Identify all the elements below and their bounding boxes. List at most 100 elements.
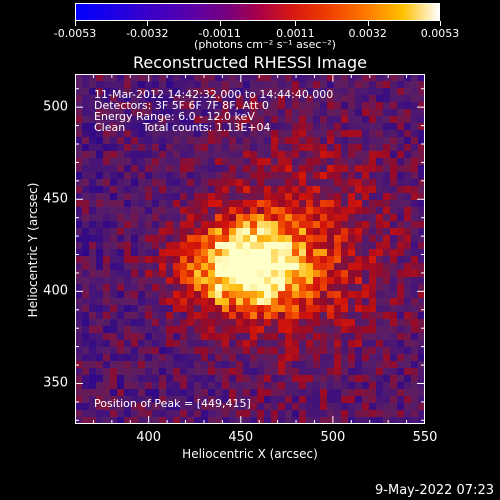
heatmap-cell [222,382,230,390]
heatmap-cell [173,347,181,355]
heatmap-cell [306,340,314,348]
heatmap-cell [229,389,237,397]
heatmap-cell [250,375,258,383]
heatmap-cell [418,368,425,376]
heatmap-cell [180,102,188,110]
heatmap-cell [110,116,118,124]
heatmap-cell [285,228,293,236]
heatmap-cell [194,109,202,117]
heatmap-cell [334,284,342,292]
heatmap-cell [229,102,237,110]
heatmap-cell [194,123,202,131]
heatmap-cell [229,221,237,229]
heatmap-cell [96,298,104,306]
heatmap-cell [348,375,356,383]
heatmap-cell [327,172,335,180]
heatmap-cell [404,417,412,424]
heatmap-cell [313,144,321,152]
heatmap-cell [285,354,293,362]
heatmap-cell [152,368,160,376]
heatmap-cell [369,396,377,404]
heatmap-cell [103,200,111,208]
heatmap-cell [159,305,167,313]
heatmap-cell [110,291,118,299]
heatmap-cell [229,116,237,124]
heatmap-cell [229,193,237,201]
heatmap-cell [243,95,251,103]
heatmap-cell [194,319,202,327]
heatmap-cell [124,347,132,355]
heatmap-cell [131,347,139,355]
heatmap-cell [369,410,377,418]
heatmap-cell [390,179,398,187]
heatmap-cell [82,81,90,89]
heatmap-cell [117,144,125,152]
heatmap-cell [180,312,188,320]
heatmap-cell [194,151,202,159]
heatmap-cell [159,249,167,257]
heatmap-cell [264,165,272,173]
heatmap-cell [285,193,293,201]
heatmap-cell [243,277,251,285]
heatmap-cell [138,172,146,180]
heatmap-cell [383,193,391,201]
heatmap-cell [418,382,425,390]
heatmap-cell [180,123,188,131]
heatmap-cell [159,151,167,159]
heatmap-cell [145,312,153,320]
heatmap-cell [355,200,363,208]
heatmap-cell [236,361,244,369]
heatmap-cell [285,137,293,145]
heatmap-cell [320,179,328,187]
heatmap-cell [271,417,279,424]
heatmap-cell [215,116,223,124]
heatmap-cell [369,235,377,243]
heatmap-cell [278,368,286,376]
heatmap-cell [334,382,342,390]
heatmap-cell [103,214,111,222]
heatmap-cell [82,396,90,404]
heatmap-cell [411,347,419,355]
heatmap-cell [82,389,90,397]
heatmap-cell [187,417,195,424]
heatmap-cell [166,144,174,152]
heatmap-cell [369,172,377,180]
heatmap-cell [138,354,146,362]
heatmap-cell [292,396,300,404]
heatmap-cell [285,375,293,383]
heatmap-cell [166,235,174,243]
heatmap-cell [278,396,286,404]
heatmap-cell [145,102,153,110]
heatmap-cell [208,151,216,159]
heatmap-cell [411,305,419,313]
heatmap-cell [369,130,377,138]
heatmap-cell [271,375,279,383]
heatmap-cell [355,249,363,257]
heatmap-cell [145,109,153,117]
heatmap-cell [96,221,104,229]
heatmap-cell [292,221,300,229]
heatmap-cell [390,81,398,89]
heatmap-cell [327,186,335,194]
heatmap-cell [145,221,153,229]
heatmap-cell [187,284,195,292]
heatmap-cell [208,172,216,180]
heatmap-cell [362,277,370,285]
heatmap-cell [397,263,405,271]
heatmap-cell [390,263,398,271]
heatmap-cell [376,347,384,355]
heatmap-cell [222,186,230,194]
heatmap-cell [166,207,174,215]
heatmap-cell [180,270,188,278]
heatmap-cell [89,347,97,355]
heatmap-cell [250,382,258,390]
heatmap-cell [285,158,293,166]
heatmap-cell [89,298,97,306]
heatmap-cell [159,389,167,397]
heatmap-cell [383,102,391,110]
heatmap-cell [75,319,83,327]
heatmap-cell [334,291,342,299]
heatmap-cell [376,172,384,180]
heatmap-cell [243,123,251,131]
heatmap-cell [397,249,405,257]
